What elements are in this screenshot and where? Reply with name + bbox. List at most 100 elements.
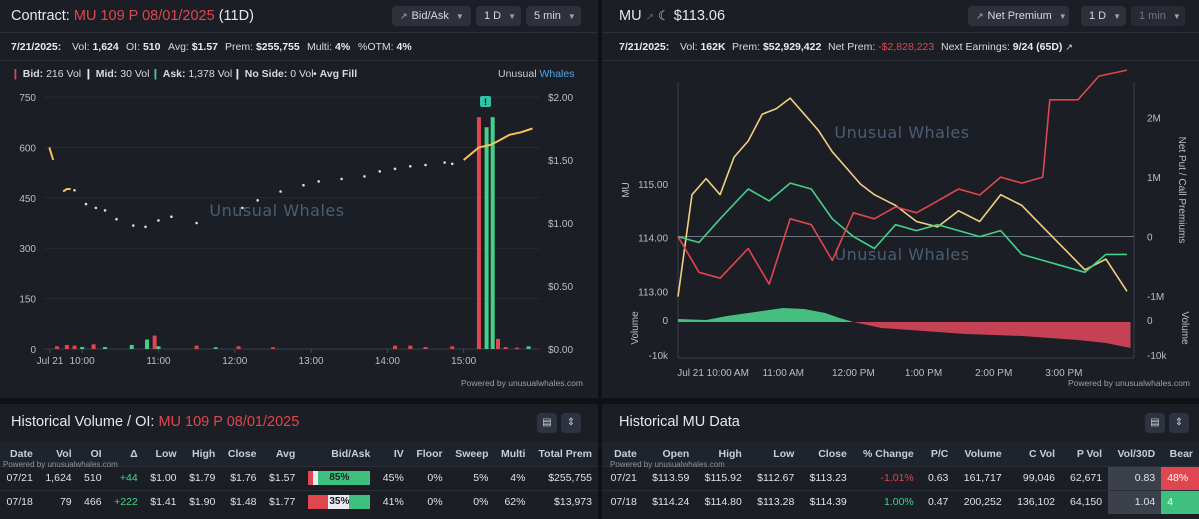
column-header[interactable]: P/C bbox=[919, 442, 955, 466]
stock-premium-chart: 115.00 114.00 113.00 2M 1M 0 -1M MU Net Put / Ca… bbox=[621, 69, 1190, 379]
watermark: Unusual Whales bbox=[834, 123, 969, 142]
table-cell: 79 bbox=[38, 489, 78, 514]
column-header[interactable]: Close bbox=[800, 442, 853, 466]
table-row[interactable]: 07/18 79 466 +222 $1.41 $1.90 $1.48 $1.77 35% 41%… bbox=[0, 489, 598, 514]
column-header[interactable]: C Vol bbox=[1007, 442, 1062, 466]
volume-bar bbox=[476, 117, 481, 349]
column-header[interactable]: Bear bbox=[1161, 442, 1199, 466]
table-cell: $114.80 bbox=[695, 489, 748, 514]
y-tick-label: 450 bbox=[19, 194, 36, 205]
powered-by: Powered by unusualwhales.com bbox=[461, 378, 583, 388]
avg-fill-point bbox=[443, 161, 446, 164]
interval-dropdown[interactable]: 5 min ▼ bbox=[526, 6, 581, 26]
mode-dropdown[interactable]: ↗ Bid/Ask ▼ bbox=[392, 6, 471, 26]
column-header[interactable]: Volume bbox=[954, 442, 1008, 466]
net-call-premium-line bbox=[677, 182, 1127, 274]
volume-bar bbox=[129, 344, 134, 349]
premium-mode-dropdown[interactable]: ↗ Net Premium ▼ bbox=[968, 6, 1069, 26]
column-header[interactable]: Δ bbox=[107, 442, 144, 466]
contract-chart-panel: Contract: MU 109 P 08/01/2025 (11D) ↗ Bid… bbox=[0, 0, 598, 398]
column-header[interactable]: Close bbox=[221, 442, 263, 466]
column-header[interactable]: Floor bbox=[409, 442, 449, 466]
column-header[interactable]: Low bbox=[143, 442, 183, 466]
table-cell: 07/21 bbox=[602, 465, 643, 490]
watermark: Unusual Whales bbox=[834, 245, 969, 264]
historical-volume-table: Date Vol OI Δ Low High Close Avg Bid/Ask IV Floor S… bbox=[0, 442, 598, 514]
y-tick-label: 114.00 bbox=[638, 234, 668, 245]
table-cell: 161,717 bbox=[954, 465, 1008, 490]
historical-volume-title: Historical Volume / OI: MU 109 P 08/01/2… bbox=[11, 414, 300, 430]
table-cell: 0.47 bbox=[919, 489, 955, 514]
column-header[interactable]: Low bbox=[747, 442, 801, 466]
moon-icon[interactable]: ☾ bbox=[658, 8, 670, 23]
stock-price: $113.06 bbox=[673, 8, 726, 24]
historical-volume-panel: Historical Volume / OI: MU 109 P 08/01/2… bbox=[0, 404, 598, 519]
column-header[interactable]: Open bbox=[642, 442, 696, 466]
y-tick-label: 113.00 bbox=[638, 287, 668, 298]
avg-fill-point bbox=[131, 224, 135, 227]
column-header[interactable]: Sweep bbox=[448, 442, 495, 466]
legend-noside[interactable]: ❙ No Side: 0 Vol bbox=[233, 68, 314, 80]
column-header[interactable]: High bbox=[182, 442, 222, 466]
x-tick-label: 15:00 bbox=[451, 356, 476, 367]
column-header[interactable]: IV bbox=[376, 442, 410, 466]
expand-icon[interactable]: ⇕ bbox=[561, 413, 581, 433]
avg-fill-point bbox=[256, 199, 259, 202]
avg-fill-point bbox=[302, 183, 305, 187]
table-cell: $113.28 bbox=[747, 489, 801, 514]
legend-mid[interactable]: ❙ Mid: 30 Vol bbox=[84, 68, 150, 80]
table-row[interactable]: 07/18 $114.24 $114.80 $113.28 $114.39 1.00% 0.… bbox=[602, 489, 1199, 514]
legend-ask[interactable]: ❙ Ask: 1,378 Vol bbox=[151, 68, 233, 80]
table-cell: $13,973 bbox=[531, 489, 598, 514]
column-header[interactable]: Multi bbox=[494, 442, 532, 466]
y2-tick-label: 2M bbox=[1147, 114, 1161, 125]
column-header[interactable]: Date bbox=[602, 442, 643, 466]
column-header[interactable]: Date bbox=[0, 442, 39, 466]
avg-fill-point bbox=[408, 165, 412, 168]
contract-symbol: MU 109 P 08/01/2025 bbox=[73, 8, 215, 24]
stat-otm: %OTM: 4% bbox=[358, 41, 412, 53]
range-dropdown[interactable]: 1 D ▼ bbox=[476, 6, 521, 26]
table-cell: 200,252 bbox=[954, 489, 1008, 514]
y-tick-label: 300 bbox=[19, 244, 36, 255]
stock-range-dropdown[interactable]: 1 D ▼ bbox=[1081, 6, 1126, 26]
chart-icon[interactable]: ▤ bbox=[1145, 413, 1165, 433]
column-header[interactable]: % Change bbox=[852, 442, 920, 466]
legend-bid[interactable]: ❙ Bid: 216 Vol bbox=[11, 68, 82, 80]
table-cell: $114.24 bbox=[642, 489, 696, 514]
column-header[interactable]: High bbox=[695, 442, 748, 466]
table-row[interactable]: 07/21 $113.59 $115.92 $112.67 $113.23 -1.01% 0… bbox=[602, 465, 1199, 490]
volume-axis-label-right: Volume bbox=[1179, 311, 1190, 345]
column-header[interactable]: Vol/30D bbox=[1108, 442, 1162, 466]
volume-bar bbox=[152, 335, 157, 349]
table-cell: $255,755 bbox=[531, 465, 598, 490]
stock-chart-panel: MU ↗ ☾ $113.06 ↗ Net Premium ▼ 1 D ▼ 1 min ▼… bbox=[602, 0, 1199, 398]
legend-avgfill[interactable]: • Avg Fill bbox=[313, 68, 358, 80]
column-header[interactable]: Vol bbox=[38, 442, 78, 466]
x-tick-label: Jul 21 10:00 AM bbox=[677, 368, 749, 379]
column-header[interactable]: P Vol bbox=[1061, 442, 1109, 466]
table-row[interactable]: 07/21 1,624 510 +44 $1.00 $1.79 $1.76 $1.57 85% 4… bbox=[0, 465, 598, 490]
bid-ask-bar: 85% bbox=[308, 471, 371, 485]
x-tick-label: 10:00 bbox=[70, 356, 95, 367]
table-cell: 62,671 bbox=[1061, 465, 1109, 490]
column-header[interactable]: Bid/Ask bbox=[301, 442, 377, 466]
column-header[interactable]: Avg bbox=[262, 442, 302, 466]
volume-bar bbox=[156, 346, 161, 349]
table-cell: $1.00 bbox=[143, 465, 183, 490]
avg-fill-point bbox=[241, 206, 244, 210]
volume-bar bbox=[270, 347, 275, 349]
stock-interval-dropdown[interactable]: 1 min ▼ bbox=[1131, 6, 1185, 26]
expand-icon[interactable]: ⇕ bbox=[1169, 413, 1189, 433]
vol-tick-label: -10k bbox=[649, 351, 669, 362]
table-cell: 99,046 bbox=[1007, 465, 1062, 490]
y2-tick-label: $0.50 bbox=[548, 282, 573, 293]
column-header[interactable]: OI bbox=[77, 442, 108, 466]
chevron-down-icon: ▼ bbox=[455, 12, 464, 21]
external-link-icon[interactable]: ↗ bbox=[645, 12, 654, 23]
column-header[interactable]: Total Prem bbox=[531, 442, 598, 466]
stat-avg: Avg: $1.57 bbox=[168, 41, 219, 53]
y2-tick-label: 1M bbox=[1147, 173, 1161, 184]
stock-stat-netprem: Net Prem: -$2,828,223 bbox=[828, 41, 935, 53]
chart-icon[interactable]: ▤ bbox=[537, 413, 557, 433]
